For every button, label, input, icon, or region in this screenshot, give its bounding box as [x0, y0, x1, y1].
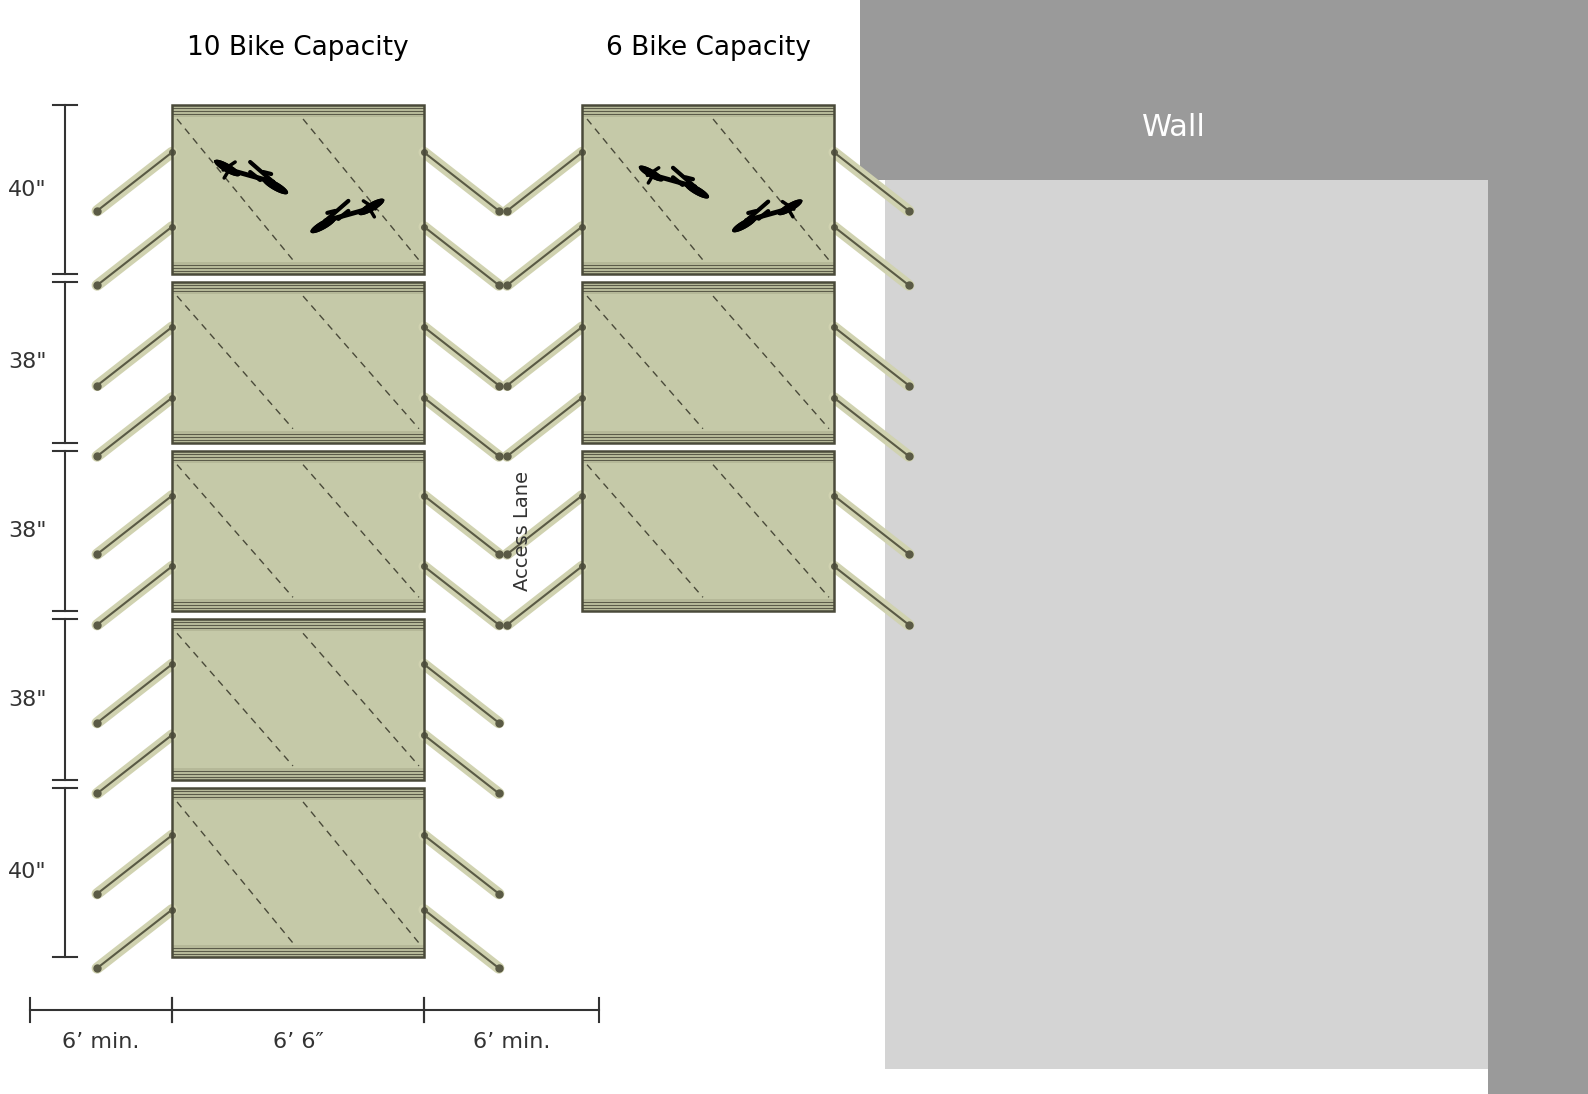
Bar — [172, 451, 424, 612]
Bar — [581, 105, 834, 117]
Text: 40": 40" — [8, 179, 48, 199]
Bar — [172, 451, 424, 463]
Bar — [172, 451, 424, 612]
Bar — [172, 600, 424, 612]
Polygon shape — [684, 184, 708, 198]
Bar — [172, 619, 424, 631]
Bar — [1488, 0, 1588, 1094]
Bar — [172, 619, 424, 780]
Bar — [172, 768, 424, 780]
Polygon shape — [732, 218, 756, 232]
Polygon shape — [264, 178, 287, 194]
Bar — [581, 451, 834, 612]
Text: 6 Bike Capacity: 6 Bike Capacity — [605, 35, 810, 61]
Bar — [885, 181, 1488, 1069]
Text: 38": 38" — [8, 521, 48, 542]
Text: 38": 38" — [8, 352, 48, 372]
Polygon shape — [778, 200, 802, 214]
Bar — [581, 282, 834, 294]
Bar — [172, 282, 424, 443]
Bar — [172, 263, 424, 275]
Bar — [581, 451, 834, 463]
Polygon shape — [640, 166, 662, 181]
Polygon shape — [214, 161, 240, 176]
Text: 6’ min.: 6’ min. — [473, 1032, 549, 1052]
Bar — [172, 282, 424, 294]
Bar — [172, 431, 424, 443]
Bar — [581, 282, 834, 443]
Bar — [172, 945, 424, 957]
Bar — [581, 600, 834, 612]
Text: 38": 38" — [8, 689, 48, 710]
Bar — [581, 431, 834, 443]
Text: Access Lane: Access Lane — [513, 472, 532, 591]
Bar — [172, 788, 424, 957]
Bar — [172, 619, 424, 780]
Bar — [172, 788, 424, 957]
Polygon shape — [359, 199, 384, 214]
Text: 6’ 6″: 6’ 6″ — [273, 1032, 324, 1052]
Bar — [581, 105, 834, 275]
Bar — [172, 105, 424, 275]
Text: 10 Bike Capacity: 10 Bike Capacity — [187, 35, 408, 61]
Bar — [581, 282, 834, 443]
Bar — [581, 451, 834, 612]
Bar — [172, 282, 424, 443]
Bar — [172, 105, 424, 275]
Text: 6’ min.: 6’ min. — [62, 1032, 140, 1052]
Bar — [861, 75, 1488, 181]
Text: Wall: Wall — [1142, 113, 1205, 142]
Bar — [581, 105, 834, 275]
Bar — [581, 263, 834, 275]
Bar — [172, 105, 424, 117]
Bar — [172, 788, 424, 800]
Polygon shape — [311, 218, 335, 233]
Bar — [861, 0, 1488, 75]
Text: 40": 40" — [8, 862, 48, 883]
